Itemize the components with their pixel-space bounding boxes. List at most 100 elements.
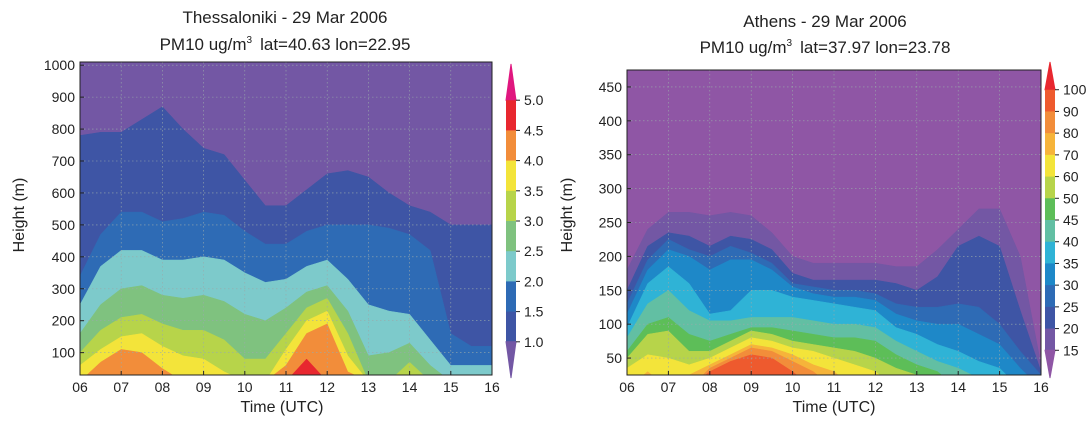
colorbar-swatch <box>506 251 516 282</box>
colorbar-swatch <box>1045 155 1055 177</box>
y-tick-label: 100 <box>52 345 76 361</box>
y-tick-label: 100 <box>599 316 623 332</box>
subtitle-quantity: PM10 ug/m <box>160 35 247 54</box>
colorbar-swatch <box>506 100 516 131</box>
colorbar-swatch <box>506 342 516 378</box>
x-tick-label: 15 <box>443 379 459 395</box>
thessaloniki-panel: Thessaloniki - 29 Mar 2006 PM10 ug/m3 lat… <box>11 8 544 416</box>
x-tick-label: 08 <box>155 379 171 395</box>
x-tick-label: 10 <box>785 379 801 395</box>
colorbar-label: 100 <box>1063 82 1086 98</box>
x-tick-label: 08 <box>702 379 718 395</box>
y-tick-label: 150 <box>599 282 623 298</box>
subtitle-exponent: 3 <box>787 38 793 49</box>
colorbar-swatch <box>506 281 516 312</box>
x-tick-label: 11 <box>279 379 294 395</box>
y-tick-label: 300 <box>52 281 76 297</box>
x-tick-label: 12 <box>319 379 335 395</box>
colorbar: 5.0 4.5 4.0 3.5 3.0 2.5 2.0 1.5 1.0 <box>506 64 544 378</box>
subtitle-coords: lat=37.97 lon=23.78 <box>800 38 950 57</box>
x-axis-label: Time (UTC) <box>793 399 876 416</box>
x-tick-label: 09 <box>743 379 759 395</box>
x-tick-label: 13 <box>909 379 925 395</box>
colorbar-label: 2.5 <box>524 243 544 259</box>
colorbar-label: 4.0 <box>524 153 544 169</box>
colorbar-swatch <box>1045 62 1055 90</box>
athens-panel: Athens - 29 Mar 2006 PM10 ug/m3 lat=37.97… <box>559 12 1086 416</box>
colorbar-label: 80 <box>1063 125 1079 141</box>
y-tick-label: 400 <box>599 113 623 129</box>
y-tick-label: 200 <box>599 248 623 264</box>
colorbar-label: 35 <box>1063 255 1079 271</box>
y-tick-label: 600 <box>52 185 76 201</box>
colorbar-swatch <box>1045 111 1055 133</box>
colorbar-label: 5.0 <box>524 92 544 108</box>
colorbar-swatch <box>1045 307 1055 329</box>
colorbar-swatch <box>506 64 516 100</box>
y-tick-label: 1000 <box>44 57 75 73</box>
x-tick-label: 13 <box>361 379 377 395</box>
subtitle-exponent: 3 <box>247 35 253 46</box>
x-tick-label: 15 <box>992 379 1008 395</box>
x-axis-label: Time (UTC) <box>241 399 324 416</box>
colorbar-label: 1.5 <box>524 304 544 320</box>
colorbar-swatch <box>506 221 516 252</box>
colorbar-swatch <box>506 161 516 192</box>
y-tick-label: 400 <box>52 249 76 265</box>
x-tick-label: 16 <box>1033 379 1049 395</box>
colorbar-label: 3.5 <box>524 183 544 199</box>
y-tick-label: 300 <box>599 181 623 197</box>
colorbar-label: 50 <box>1063 190 1079 206</box>
subtitle-coords: lat=40.63 lon=22.95 <box>260 35 410 54</box>
colorbar-swatch <box>1045 285 1055 307</box>
y-axis-label: Height (m) <box>11 178 28 253</box>
y-tick-label: 700 <box>52 153 76 169</box>
x-tick-label: 06 <box>72 379 88 395</box>
colorbar-swatch <box>1045 177 1055 199</box>
x-tick-label: 12 <box>868 379 884 395</box>
colorbar-swatch <box>1045 133 1055 155</box>
y-tick-label: 900 <box>52 89 76 105</box>
colorbar-label: 70 <box>1063 147 1079 163</box>
colorbar-label: 2.0 <box>524 273 544 289</box>
y-tick-label: 450 <box>599 79 623 95</box>
colorbar-swatch <box>1045 198 1055 220</box>
colorbar-label: 90 <box>1063 103 1079 119</box>
colorbar-label: 45 <box>1063 212 1079 228</box>
chart-subtitle: PM10 ug/m3 lat=40.63 lon=22.95 <box>160 35 411 54</box>
y-tick-label: 200 <box>52 313 76 329</box>
chart-subtitle: PM10 ug/m3 lat=37.97 lon=23.78 <box>700 38 951 57</box>
y-tick-label: 50 <box>606 350 622 366</box>
colorbar-swatch <box>1045 220 1055 242</box>
colorbar-swatch <box>506 130 516 161</box>
colorbar-swatch <box>1045 329 1055 351</box>
y-tick-label: 800 <box>52 121 76 137</box>
x-tick-label: 06 <box>619 379 635 395</box>
x-tick-label: 11 <box>827 379 842 395</box>
colorbar-label: 4.5 <box>524 122 544 138</box>
colorbar-swatch <box>1045 350 1055 378</box>
colorbar-swatch <box>1045 263 1055 285</box>
x-tick-label: 10 <box>237 379 253 395</box>
colorbar-label: 25 <box>1063 299 1079 315</box>
colorbar-label: 60 <box>1063 169 1079 185</box>
x-tick-label: 14 <box>402 379 418 395</box>
colorbar-swatch <box>1045 90 1055 112</box>
x-tick-label: 09 <box>196 379 212 395</box>
x-tick-label: 07 <box>113 379 129 395</box>
y-tick-label: 350 <box>599 147 623 163</box>
colorbar-label: 20 <box>1063 321 1079 337</box>
subtitle-quantity: PM10 ug/m <box>700 38 787 57</box>
colorbar-label: 3.0 <box>524 213 544 229</box>
y-tick-label: 250 <box>599 215 623 231</box>
x-tick-label: 07 <box>661 379 677 395</box>
colorbar-label: 40 <box>1063 234 1079 250</box>
x-tick-label: 14 <box>950 379 966 395</box>
plot-area <box>80 62 492 395</box>
colorbar-label: 15 <box>1063 342 1079 358</box>
chart-title: Thessaloniki - 29 Mar 2006 <box>182 8 387 27</box>
colorbar-swatch <box>1045 242 1055 264</box>
y-tick-label: 500 <box>52 217 76 233</box>
y-axis-label: Height (m) <box>559 178 576 253</box>
